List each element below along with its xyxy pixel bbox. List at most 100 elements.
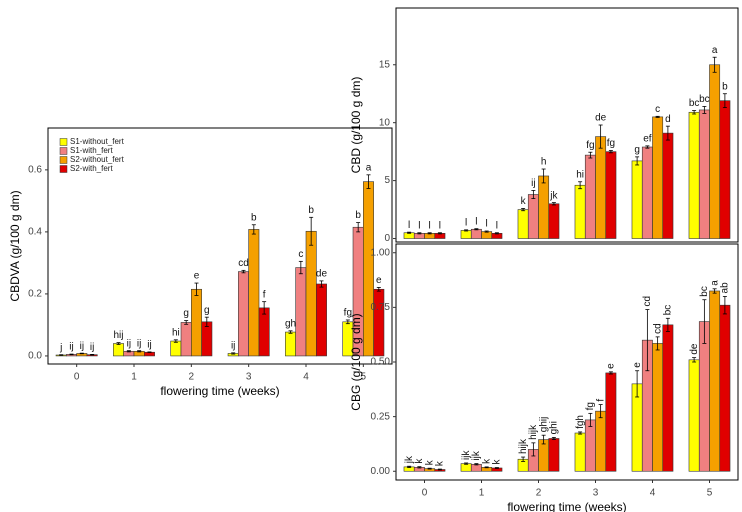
significance-letter: bc xyxy=(689,98,700,109)
x-axis-title: flowering time (weeks) xyxy=(507,500,626,512)
significance-letter: jk xyxy=(404,455,415,464)
legend-label: S1-without_fert xyxy=(70,137,125,146)
y-tick-label: 1.00 xyxy=(371,247,391,258)
significance-letter: ij xyxy=(531,178,535,189)
significance-letter: g xyxy=(204,305,210,316)
bar xyxy=(719,304,731,472)
bar xyxy=(605,151,617,239)
bar xyxy=(305,230,317,357)
significance-letter: c xyxy=(655,104,660,115)
significance-letter: fgh xyxy=(575,415,586,429)
bar xyxy=(180,322,192,357)
bar xyxy=(460,463,472,472)
significance-letter: de xyxy=(595,113,607,124)
significance-letter: f xyxy=(263,289,266,300)
y-axis-title: CBD (g/100 g dm) xyxy=(349,77,363,174)
significance-letter: ghij xyxy=(538,417,549,433)
x-tick-label: 1 xyxy=(479,488,485,499)
significance-letter: b xyxy=(308,205,314,216)
bar xyxy=(248,229,260,357)
significance-letter: jk xyxy=(549,190,558,201)
significance-letter: k xyxy=(481,458,492,464)
bar xyxy=(285,331,296,357)
significance-letter: b xyxy=(251,212,257,223)
y-tick-label: 15 xyxy=(379,59,391,70)
plot-frame xyxy=(395,243,739,481)
bar xyxy=(460,230,472,239)
significance-letter: ab xyxy=(720,282,731,294)
y-axis-title: CBDVA (g/100 g dm) xyxy=(8,190,22,301)
y-tick-label: 0 xyxy=(384,233,390,244)
x-tick-label: 0 xyxy=(74,372,80,383)
bar xyxy=(662,324,674,472)
significance-letter: l xyxy=(429,220,431,231)
bar xyxy=(662,132,674,239)
significance-letter: ijk xyxy=(471,450,482,460)
bar xyxy=(191,288,202,357)
bar xyxy=(688,359,700,472)
significance-letter: cd xyxy=(642,296,653,307)
legend-label: S1-with_fert xyxy=(70,146,113,155)
significance-letter: gh xyxy=(285,318,296,329)
bar xyxy=(517,209,529,239)
bar xyxy=(548,203,560,239)
y-tick-label: 0.0 xyxy=(28,351,42,362)
significance-letter: b xyxy=(722,81,728,92)
bar xyxy=(481,231,493,239)
y-tick-label: 0.00 xyxy=(371,466,391,477)
bar xyxy=(595,136,607,239)
significance-letter: fg xyxy=(344,308,352,319)
bar xyxy=(688,111,700,239)
significance-letter: e xyxy=(606,363,617,369)
legend-swatch xyxy=(59,138,68,146)
legend-swatch xyxy=(59,147,68,155)
bar xyxy=(170,340,182,357)
significance-letter: l xyxy=(418,220,420,231)
legend-label: S2-with_fert xyxy=(70,164,113,173)
bar xyxy=(238,271,249,357)
significance-letter: c xyxy=(298,249,303,260)
bar xyxy=(584,419,596,472)
bar xyxy=(698,109,710,239)
legend-swatch xyxy=(59,156,68,164)
legend-swatch xyxy=(59,165,68,173)
y-tick-label: 0.50 xyxy=(371,357,391,368)
significance-letter: ij xyxy=(137,338,141,349)
bar xyxy=(258,307,270,357)
significance-letter: bc xyxy=(699,94,710,105)
plot-frame xyxy=(395,7,739,243)
bar xyxy=(652,343,664,472)
significance-letter: ij xyxy=(90,342,94,353)
x-tick-label: 3 xyxy=(246,372,252,383)
y-tick-label: 5 xyxy=(384,175,390,186)
bar xyxy=(631,160,643,239)
bar xyxy=(470,228,482,239)
bar xyxy=(527,194,539,239)
significance-letter: e xyxy=(632,362,643,368)
y-tick-label: 0.25 xyxy=(371,411,391,422)
x-tick-label: 1 xyxy=(131,372,137,383)
significance-letter: d xyxy=(665,114,671,125)
x-tick-label: 4 xyxy=(650,488,656,499)
significance-letter: b xyxy=(355,210,361,221)
significance-letter: k xyxy=(435,460,446,466)
x-tick-label: 3 xyxy=(593,488,599,499)
bar xyxy=(574,184,586,239)
significance-letter: l xyxy=(486,219,488,230)
y-tick-label: 0.6 xyxy=(28,165,42,176)
bar xyxy=(316,283,327,357)
bar xyxy=(113,343,124,357)
bar xyxy=(574,432,586,472)
significance-letter: ef xyxy=(643,133,652,144)
y-tick-label: 0.2 xyxy=(28,289,42,300)
significance-letter: ij xyxy=(69,342,73,353)
significance-letter: ijk xyxy=(461,450,472,460)
bar xyxy=(584,154,596,239)
y-axis-title: CBG (g/100 g dm) xyxy=(349,313,363,410)
legend-label: S2-without_fert xyxy=(70,155,125,164)
bar xyxy=(363,181,374,357)
significance-letter: hijk xyxy=(528,424,539,440)
significance-letter: g xyxy=(183,308,189,319)
significance-letter: a xyxy=(709,280,720,286)
